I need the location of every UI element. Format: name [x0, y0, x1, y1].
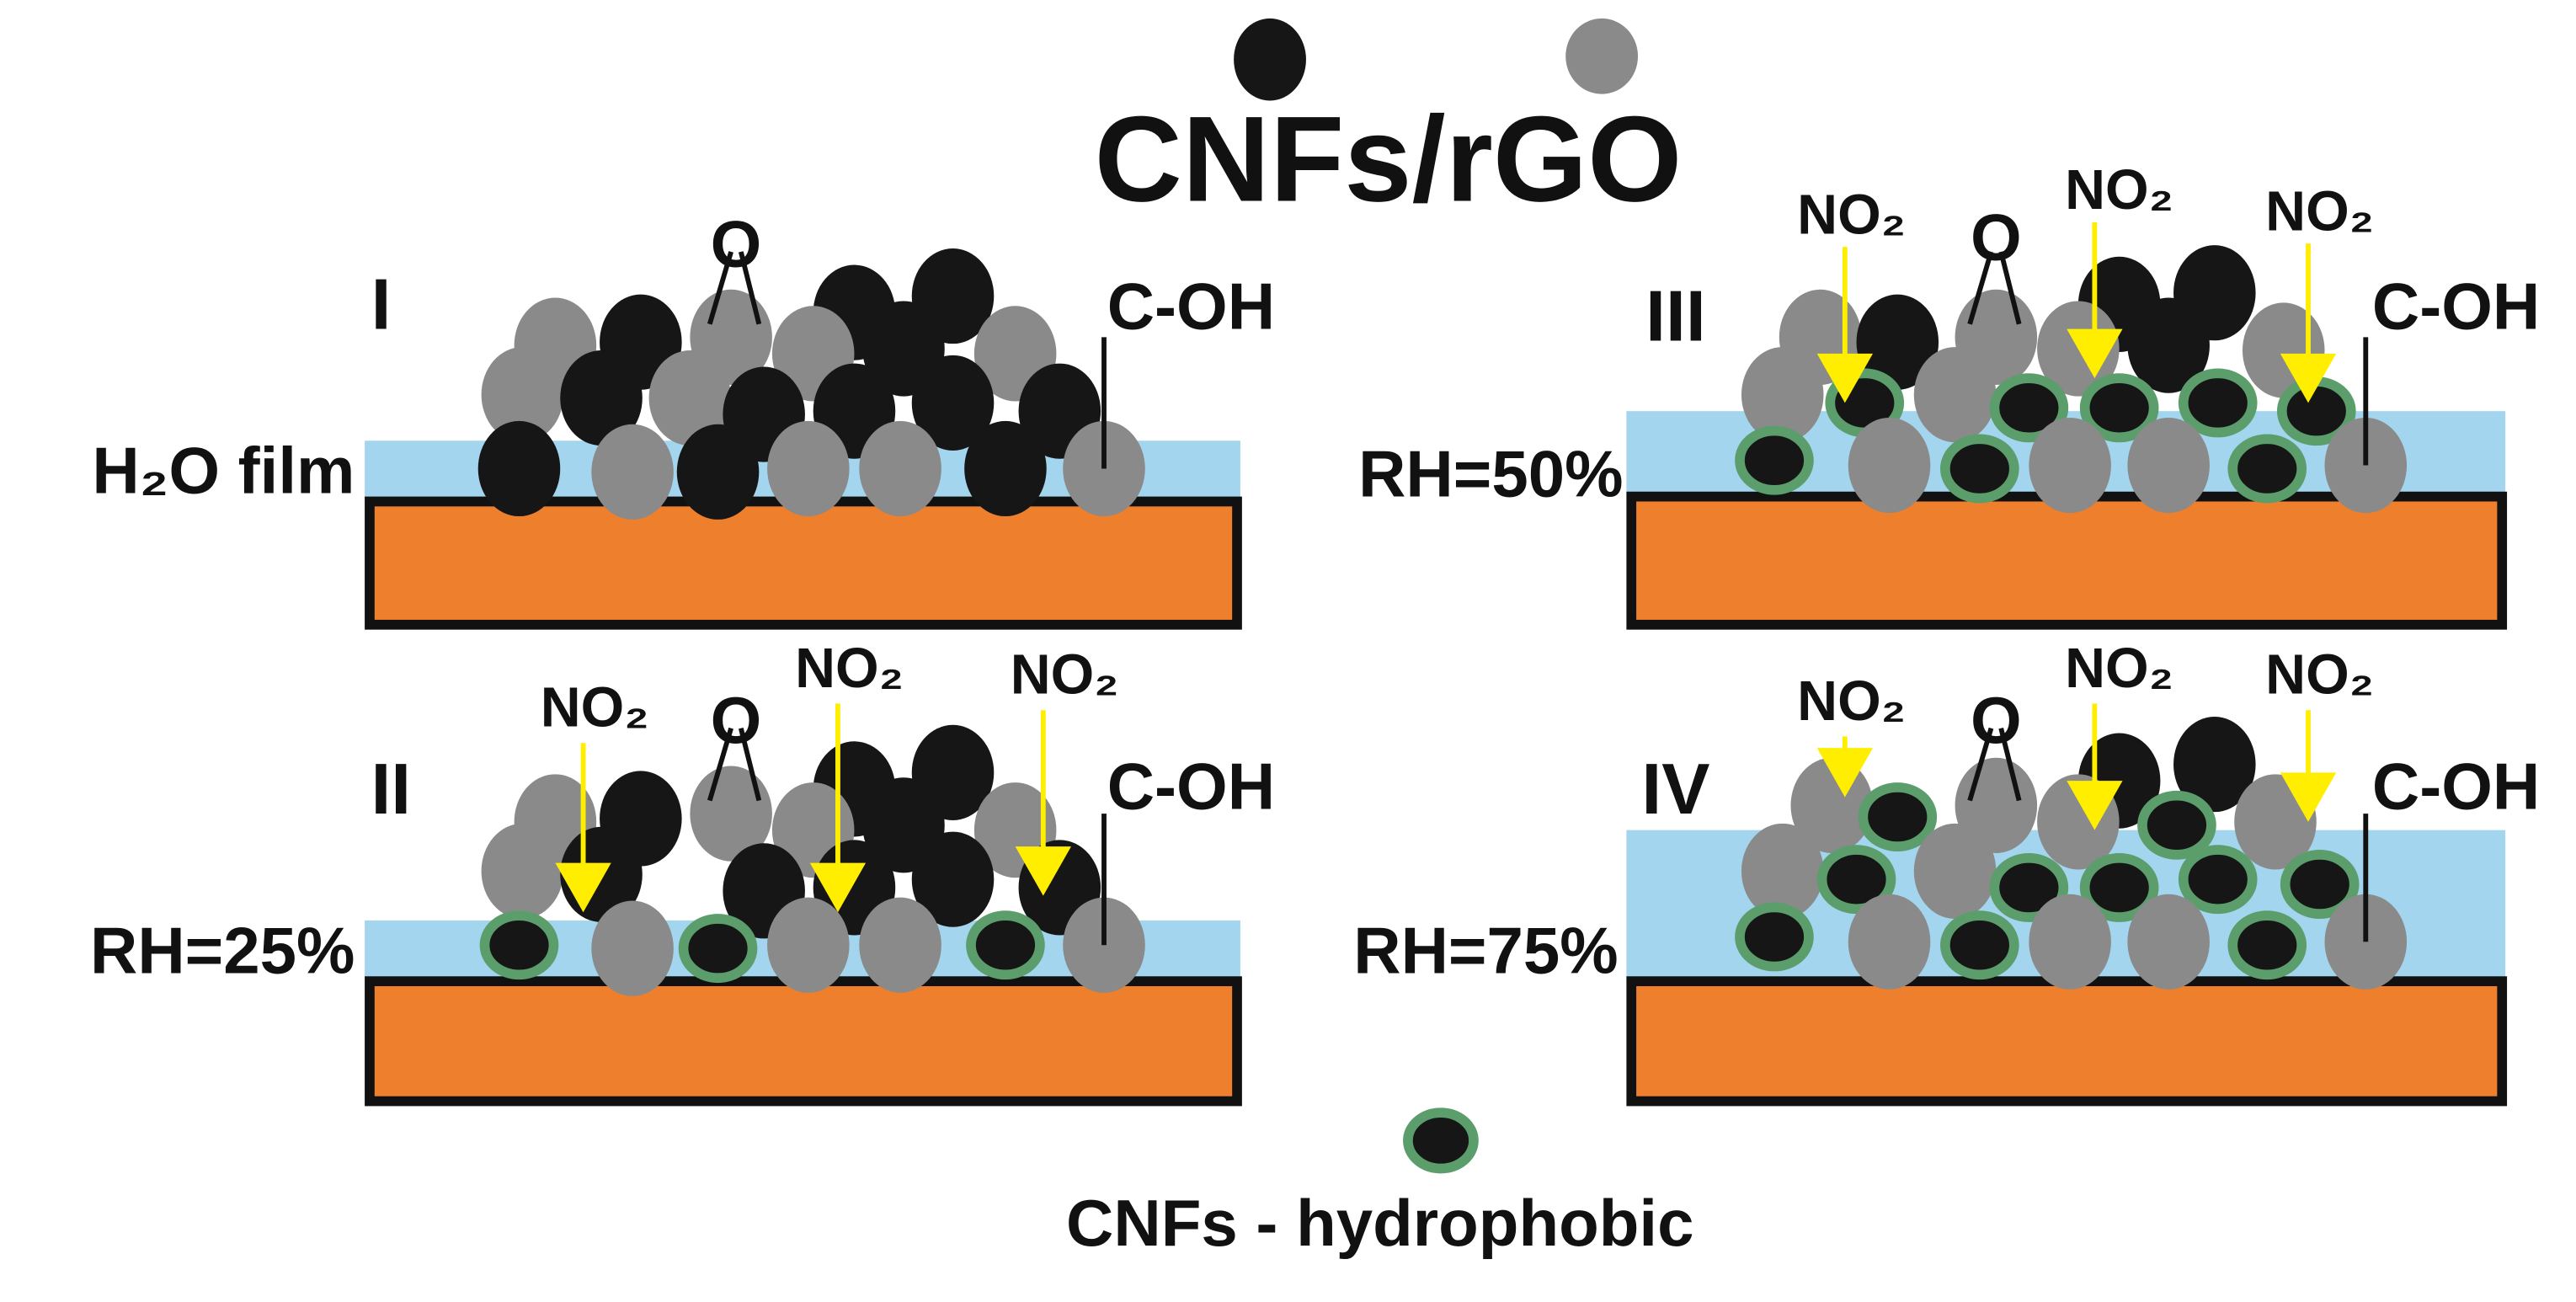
no2-arrow-head [555, 862, 611, 913]
panel-3-condition: RH=50% [1358, 437, 1623, 511]
rgo-particle [859, 420, 941, 517]
rgo-particle [1741, 347, 1824, 443]
rgo-particle [1848, 894, 1931, 990]
panel-4-oxygen-bond [1967, 727, 2022, 802]
no2-arrow-head [2280, 353, 2337, 403]
hydrophobic-cnf-particle [2137, 790, 2216, 860]
hydrophobic-cnf-particle [2079, 852, 2159, 922]
cnf-particle [911, 355, 995, 451]
hydrophobic-cnf-particle [966, 910, 1045, 980]
rgo-particle [591, 900, 674, 996]
legend-title: CNFs/rGO [1095, 90, 1683, 227]
panel-2-gas-label: NO₂ [1011, 644, 1119, 707]
cnf-particle [2127, 297, 2210, 393]
hydrophobic-cnf-particle [678, 914, 758, 984]
rgo-particle [859, 897, 941, 993]
panel-2-gas-label: NO₂ [541, 677, 649, 739]
no2-arrow-head [1816, 353, 1874, 403]
panel-1-oxygen: O [711, 206, 762, 280]
hydrophobic-cnf-particle [2280, 850, 2360, 919]
panel-3-oxygen: O [1971, 200, 2022, 275]
no2-arrow-head [2280, 772, 2337, 822]
panel-4-substrate [1626, 976, 2508, 1107]
no2-arrow-head [2067, 328, 2123, 379]
panel-3-gas-label: NO₂ [2065, 159, 2173, 221]
rgo-particle [481, 823, 564, 919]
panel-1-hydroxyl: C-OH [1107, 269, 1275, 344]
no2-arrow-head [2067, 781, 2123, 830]
hydrophobic-cnf-particle [1940, 910, 2019, 980]
panel-4-numeral: IV [1641, 749, 1709, 830]
panel-4-gas-label: NO₂ [2265, 644, 2374, 707]
cnf-particle [2173, 717, 2256, 813]
rgo-particle [2127, 894, 2210, 990]
rgo-particle [2324, 894, 2408, 990]
rgo-particle [767, 420, 850, 517]
panel-4-gas-label: NO₂ [1797, 670, 1906, 733]
no2-arrow-head [1816, 748, 1874, 798]
hydrophobic-cnf-particle [2178, 368, 2258, 438]
hydrophobic-cnf-particle [2079, 373, 2159, 443]
hydrophobic-cnf-particle [1989, 373, 2069, 443]
hydrophobic-cnf-particle [2178, 845, 2258, 915]
hydrophobic-cnf-particle [1989, 852, 2069, 922]
legend-cnf-dot [1234, 18, 1306, 101]
rgo-particle [481, 347, 564, 443]
rgo-particle [2127, 417, 2210, 514]
rgo-particle [1913, 347, 1997, 443]
hydrophobic-cnf-particle [1858, 782, 1938, 852]
panel-3-numeral: III [1645, 275, 1706, 356]
rgo-particle [1063, 420, 1145, 517]
cnf-particle [477, 420, 561, 517]
panel-3-gas-label: NO₂ [1797, 184, 1906, 246]
rgo-particle [648, 350, 732, 446]
rgo-particle [2029, 417, 2111, 514]
hydrophobic-cnf-particle [1816, 845, 1896, 915]
no2-arrow-head [809, 862, 867, 913]
cnf-particle [911, 831, 995, 927]
panel-2-gas-label: NO₂ [795, 638, 904, 700]
panel-3-substrate [1626, 491, 2508, 630]
panel-2-oxygen: O [711, 683, 762, 757]
panel-1-oxygen-bond [707, 251, 762, 325]
legend-hydrophobic-label: CNFs - hydrophobic [1066, 1186, 1693, 1260]
panel-2-condition: RH=25% [90, 913, 355, 987]
rgo-particle [1848, 417, 1931, 514]
panel-4-condition: RH=75% [1353, 913, 1618, 987]
rgo-particle [1913, 823, 1997, 919]
panel-4-oxygen: O [1971, 683, 2022, 757]
legend-hydrophobic-dot [1403, 1107, 1479, 1174]
no2-arrow-head [1015, 846, 1071, 896]
cnf-particle [676, 424, 760, 520]
cnf-particle [964, 420, 1047, 517]
panel-4-hydroxyl: C-OH [2372, 749, 2540, 823]
panel-3-hydroxyl: C-OH [2372, 269, 2540, 344]
hydrophobic-cnf-particle [2227, 910, 2307, 980]
cnf-particle [560, 350, 643, 446]
panel-2-oxygen-bond [707, 727, 762, 802]
rgo-particle [591, 424, 674, 520]
hydrophobic-cnf-particle [1735, 902, 1814, 972]
panel-1-substrate [365, 496, 1242, 630]
panel-2-numeral: II [371, 749, 411, 830]
panel-1-numeral: I [371, 264, 392, 345]
hydrophobic-cnf-particle [2227, 434, 2307, 504]
legend-rgo-dot [1565, 18, 1639, 94]
cnf-particle [1856, 294, 1939, 390]
panel-3-oxygen-bond [1967, 251, 2022, 325]
rgo-particle [767, 897, 850, 993]
hydrophobic-cnf-particle [1735, 425, 1814, 495]
panel-1-condition: H₂O film [92, 434, 355, 508]
hydrophobic-cnf-particle [479, 910, 559, 980]
panel-4-gas-label: NO₂ [2065, 638, 2173, 700]
rgo-particle [1741, 823, 1824, 919]
rgo-particle [2029, 894, 2111, 990]
panel-2-hydroxyl: C-OH [1107, 749, 1275, 823]
hydrophobic-cnf-particle [1940, 434, 2019, 504]
panel-3-gas-label: NO₂ [2265, 181, 2374, 243]
panel-2-substrate [365, 976, 1242, 1107]
